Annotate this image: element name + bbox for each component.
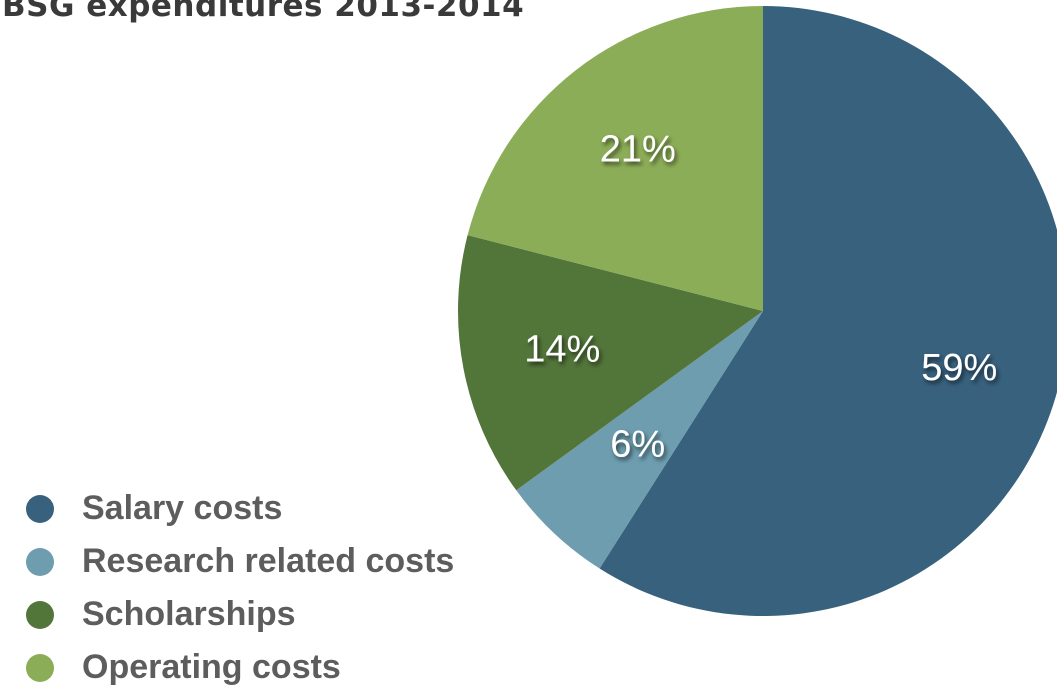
legend-item-scholarships: Scholarships: [26, 588, 454, 641]
legend-item-research-related-costs: Research related costs: [26, 535, 454, 588]
legend-swatch-salary-costs: [26, 494, 54, 523]
legend-label-salary-costs: Salary costs: [82, 489, 283, 527]
slice-label-salary-costs: 59%: [921, 347, 997, 389]
legend: Salary costs Research related costs Scho…: [26, 482, 454, 694]
legend-item-operating-costs: Operating costs: [26, 641, 454, 694]
slice-label-scholarships: 14%: [524, 328, 600, 370]
slice-label-operating-costs: 21%: [600, 129, 676, 171]
legend-label-research-related-costs: Research related costs: [82, 542, 455, 580]
pie-slice-salary-costs: [599, 6, 1057, 616]
legend-swatch-research-related-costs: [26, 547, 54, 576]
legend-item-salary-costs: Salary costs: [26, 482, 454, 535]
legend-label-operating-costs: Operating costs: [82, 648, 341, 686]
chart-title: BSG expenditures 2013-2014: [2, 0, 525, 24]
slice-label-research-related-costs: 6%: [610, 423, 665, 465]
legend-swatch-operating-costs: [26, 653, 54, 682]
legend-label-scholarships: Scholarships: [82, 595, 296, 633]
pie-slice-scholarships: [458, 235, 763, 491]
pie-slice-research-related-costs: [516, 311, 763, 569]
pie-slice-operating-costs: [467, 6, 763, 311]
legend-swatch-scholarships: [26, 600, 54, 629]
